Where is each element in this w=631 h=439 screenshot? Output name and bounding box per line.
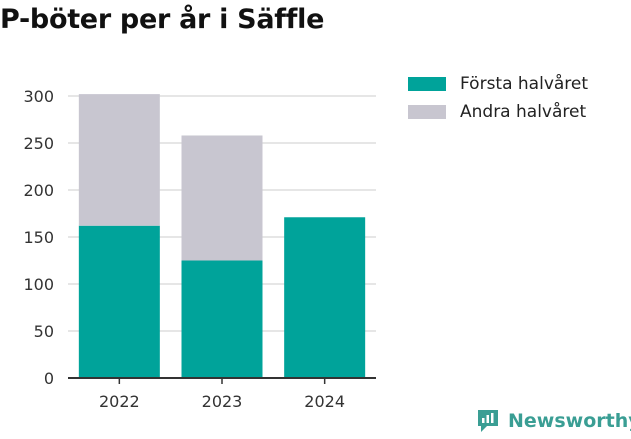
bar-first-half[interactable] [78,225,160,378]
x-tick-label: 2023 [202,392,243,411]
y-tick-label: 250 [23,134,54,153]
legend-item-second-half[interactable]: Andra halvåret [408,98,588,126]
legend-label: Första halvåret [460,74,589,94]
legend-item-first-half[interactable]: Första halvåret [408,70,588,98]
bar-second-half[interactable] [181,135,263,261]
bar-first-half[interactable] [284,217,366,378]
y-tick-label: 50 [34,322,54,341]
legend: Första halvåret Andra halvåret [408,70,588,126]
y-tick-label: 0 [44,369,54,388]
y-axis: 0 50 100 150 200 250 300 [23,87,54,388]
bar-first-half[interactable] [181,260,263,379]
legend-swatch-first-half [408,77,446,91]
y-tick-label: 100 [23,275,54,294]
x-axis: 2022 2023 2024 [68,377,376,411]
bars [78,94,366,379]
legend-label: Andra halvåret [460,102,587,122]
y-tick-label: 200 [23,181,54,200]
legend-swatch-second-half [408,105,446,119]
brand[interactable]: Newsworthy [476,408,631,434]
brand-name: Newsworthy [508,410,631,432]
x-tick-label: 2022 [99,392,140,411]
y-tick-label: 300 [23,87,54,106]
bar-second-half[interactable] [78,94,160,226]
newsworthy-logo-icon [478,410,498,432]
y-tick-label: 150 [23,228,54,247]
x-tick-label: 2024 [304,392,345,411]
chart-title: P-böter per år i Säffle [0,4,325,35]
